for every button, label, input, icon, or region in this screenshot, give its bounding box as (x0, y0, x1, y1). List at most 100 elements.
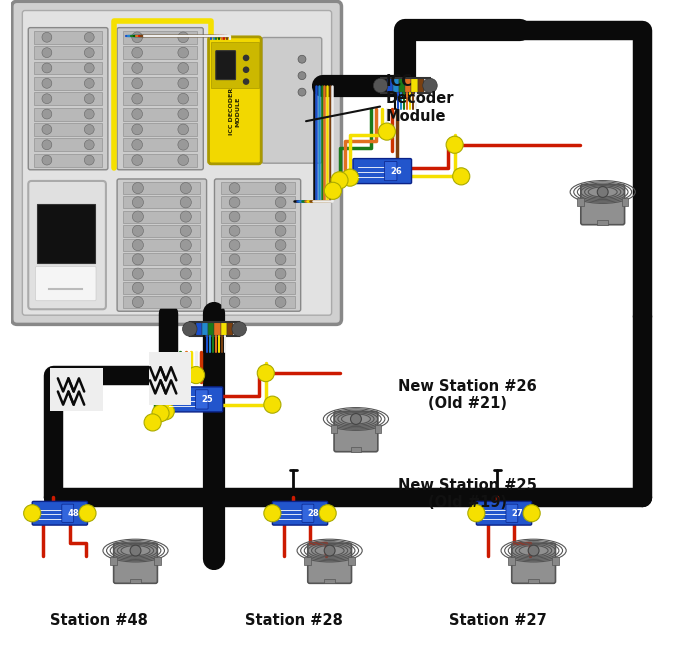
FancyBboxPatch shape (477, 501, 532, 525)
Bar (123, 123, 197, 136)
Circle shape (180, 225, 191, 236)
Circle shape (42, 32, 52, 42)
Circle shape (178, 63, 189, 73)
Circle shape (180, 240, 191, 251)
FancyBboxPatch shape (308, 544, 352, 584)
Bar (577, 199, 584, 207)
Bar (528, 579, 539, 583)
Circle shape (132, 182, 143, 193)
Circle shape (132, 47, 143, 58)
Bar (149, 352, 191, 405)
Circle shape (132, 155, 143, 165)
Bar (34, 31, 102, 43)
Bar (221, 268, 295, 280)
Bar (190, 322, 196, 336)
Bar (331, 426, 337, 434)
Circle shape (319, 505, 336, 522)
FancyBboxPatch shape (62, 504, 73, 522)
Circle shape (230, 226, 240, 236)
Circle shape (243, 78, 249, 85)
Bar (34, 138, 102, 151)
Circle shape (132, 63, 143, 73)
Circle shape (152, 405, 169, 422)
Bar (405, 78, 411, 93)
Bar (221, 239, 295, 251)
FancyBboxPatch shape (164, 387, 223, 412)
Circle shape (178, 109, 189, 119)
Circle shape (230, 268, 240, 279)
Circle shape (132, 225, 143, 236)
Circle shape (132, 240, 143, 251)
Circle shape (453, 168, 470, 185)
Circle shape (264, 396, 281, 413)
Circle shape (132, 197, 143, 208)
Bar (233, 322, 239, 336)
Bar (350, 447, 361, 451)
Text: 48: 48 (67, 509, 79, 518)
Bar (381, 78, 430, 93)
FancyBboxPatch shape (353, 159, 411, 184)
Circle shape (331, 172, 348, 189)
Circle shape (264, 505, 281, 522)
FancyBboxPatch shape (32, 501, 88, 525)
Bar (227, 322, 233, 336)
Bar (50, 368, 103, 411)
FancyBboxPatch shape (22, 11, 331, 315)
Circle shape (243, 66, 249, 73)
Bar (37, 204, 95, 263)
Circle shape (180, 282, 191, 293)
Text: ICC
Decoder
Module: ICC Decoder Module (306, 74, 454, 124)
Bar (124, 196, 200, 209)
Circle shape (178, 32, 189, 43)
FancyBboxPatch shape (262, 38, 322, 163)
Circle shape (132, 78, 143, 89)
Circle shape (132, 268, 143, 279)
Circle shape (42, 124, 52, 134)
Circle shape (132, 282, 143, 293)
Circle shape (42, 109, 52, 119)
Bar (130, 579, 141, 583)
Bar (553, 557, 559, 565)
Circle shape (180, 197, 191, 208)
Circle shape (178, 78, 189, 89)
Text: New Station #26
(Old #21): New Station #26 (Old #21) (399, 379, 537, 411)
Bar (124, 296, 200, 308)
Circle shape (243, 55, 249, 61)
Circle shape (180, 254, 191, 265)
Circle shape (132, 139, 143, 150)
Circle shape (42, 63, 52, 73)
Bar (123, 154, 197, 166)
FancyBboxPatch shape (208, 37, 261, 164)
Text: Station #28: Station #28 (244, 613, 342, 628)
Bar (34, 154, 102, 166)
Circle shape (275, 226, 286, 236)
Circle shape (84, 140, 94, 149)
Circle shape (275, 211, 286, 222)
Text: Station #48: Station #48 (50, 613, 148, 628)
FancyBboxPatch shape (215, 179, 301, 311)
Circle shape (275, 240, 286, 251)
Bar (124, 225, 200, 237)
Circle shape (178, 139, 189, 150)
Circle shape (180, 268, 191, 279)
Circle shape (298, 72, 306, 80)
Bar (221, 253, 295, 265)
Circle shape (324, 545, 335, 556)
Circle shape (275, 268, 286, 279)
Bar (221, 182, 295, 194)
Bar (190, 322, 239, 336)
Bar (221, 211, 295, 222)
Circle shape (84, 155, 94, 165)
Circle shape (84, 32, 94, 42)
Circle shape (84, 109, 94, 119)
Text: 26: 26 (390, 166, 402, 176)
FancyBboxPatch shape (117, 179, 206, 311)
Bar (124, 239, 200, 251)
Circle shape (178, 124, 189, 135)
Bar (621, 199, 628, 207)
Bar (123, 92, 197, 105)
FancyBboxPatch shape (216, 51, 236, 80)
Circle shape (132, 32, 143, 43)
Bar (123, 77, 197, 89)
Bar (34, 62, 102, 74)
